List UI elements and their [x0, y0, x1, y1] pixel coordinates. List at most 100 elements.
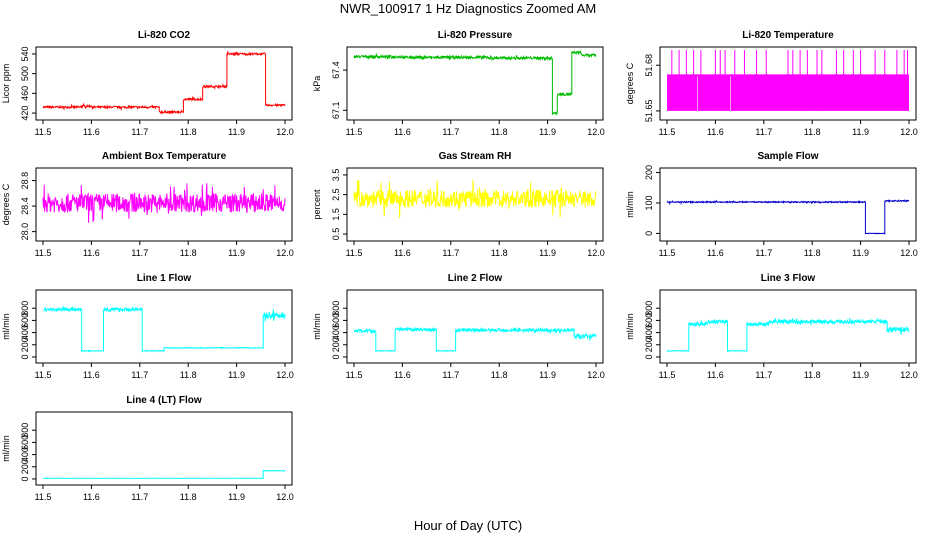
x-axis-label: Hour of Day (UTC) — [413, 518, 523, 533]
x-tick-label: 11.8 — [491, 370, 508, 380]
x-tick-label: 11.7 — [131, 492, 148, 502]
panel-title: Li-820 Temperature — [742, 30, 834, 41]
y-axis-label: degrees C — [625, 62, 635, 104]
x-tick-label: 11.5 — [346, 127, 363, 137]
x-tick-label: 11.7 — [131, 127, 148, 137]
panel-title: Line 4 (LT) Flow — [126, 395, 202, 406]
x-tick-label: 11.7 — [755, 127, 772, 137]
y-axis-label: ml/min — [625, 313, 635, 340]
panel-1: Li-820 CO2 Licor ppm 11.5 11.6 11.7 11.8 11.9 1… — [1, 30, 294, 137]
series-area — [353, 179, 597, 218]
x-tick-label: 11.6 — [707, 370, 724, 380]
x-tick-label: 12.0 — [276, 248, 294, 258]
x-tick-label: 11.9 — [539, 248, 556, 258]
plot-frame — [35, 167, 293, 242]
panel-title: Line 2 Flow — [448, 273, 503, 284]
x-tick-label: 12.0 — [900, 370, 918, 380]
y-tick-label: 800 — [20, 301, 30, 316]
plot-frame — [35, 289, 293, 364]
page-title: NWR_100917 1 Hz Diagnostics Zoomed AM — [339, 1, 597, 16]
y-tick-label: 51.65 — [644, 100, 654, 123]
series-area — [353, 49, 597, 116]
panel-4: Ambient Box Temperature degrees C 11.5 11.6… — [1, 151, 294, 258]
series-area — [43, 469, 286, 480]
panel-10: Line 4 (LT) Flow ml/min 11.5 11.6 11.7 11.8 11… — [1, 395, 294, 502]
panel-title: Line 3 Flow — [761, 273, 816, 284]
y-tick-label: 420 — [20, 106, 30, 121]
x-tick-label: 11.9 — [228, 248, 245, 258]
y-tick-label: 100 — [644, 195, 654, 210]
series-area — [353, 326, 597, 353]
y-tick-label: 400 — [644, 325, 654, 340]
panel-3: Li-820 Temperature degrees C 11.5 11.6 11.7 1… — [625, 30, 918, 137]
panel-title: Line 1 Flow — [137, 273, 192, 284]
x-tick-label: 11.6 — [83, 370, 100, 380]
x-tick-label: 11.7 — [755, 370, 772, 380]
panel-9: Line 3 Flow ml/min 11.5 11.6 11.7 11.8 11.9 12.… — [625, 273, 918, 380]
panel-6: Sample Flow ml/min 11.5 11.6 11.7 11.8 11.9 12.… — [625, 151, 918, 258]
y-tick-label: 600 — [20, 313, 30, 328]
plot-frame — [346, 46, 604, 121]
x-tick-label: 12.0 — [587, 248, 605, 258]
y-tick-label: 500 — [20, 66, 30, 81]
series-line — [353, 326, 597, 353]
y-tick-label: 400 — [20, 447, 30, 462]
x-tick-label: 11.6 — [83, 492, 100, 502]
x-tick-label: 12.0 — [587, 127, 605, 137]
x-tick-label: 12.0 — [900, 127, 918, 137]
plot-frame — [659, 289, 917, 364]
y-tick-label: 28.0 — [20, 223, 30, 241]
y-tick-label: 0 — [644, 354, 654, 359]
series-line — [666, 198, 910, 235]
x-tick-label: 11.5 — [35, 127, 52, 137]
y-tick-label: 200 — [20, 337, 30, 352]
y-tick-label: 3.5 — [331, 169, 341, 182]
y-tick-label: 67.1 — [331, 102, 341, 120]
y-axis-label: ml/min — [625, 191, 635, 218]
y-tick-label: 0 — [331, 354, 341, 359]
series-area — [666, 317, 910, 353]
panel-title: Sample Flow — [757, 151, 818, 162]
y-tick-label: 51.68 — [644, 54, 654, 77]
x-tick-label: 12.0 — [276, 127, 294, 137]
x-tick-label: 11.7 — [131, 370, 148, 380]
y-tick-label: 800 — [20, 423, 30, 438]
y-tick-label: 200 — [644, 165, 654, 180]
y-tick-label: 800 — [331, 301, 341, 316]
y-axis-label: ml/min — [1, 313, 11, 340]
y-tick-label: 0 — [644, 231, 654, 236]
x-tick-label: 11.5 — [659, 370, 676, 380]
x-tick-label: 11.6 — [394, 127, 411, 137]
y-axis-label: percent — [312, 189, 322, 220]
y-tick-label: 200 — [20, 459, 30, 474]
series-area — [42, 50, 286, 115]
y-tick-label: 540 — [20, 46, 30, 61]
x-tick-label: 11.9 — [228, 370, 245, 380]
x-tick-label: 11.6 — [394, 370, 411, 380]
panel-title: Li-820 Pressure — [438, 30, 513, 41]
x-tick-label: 11.5 — [35, 248, 52, 258]
x-tick-label: 11.5 — [35, 492, 52, 502]
x-tick-label: 11.9 — [228, 127, 245, 137]
y-tick-label: 28.8 — [20, 172, 30, 190]
panel-title: Ambient Box Temperature — [102, 151, 227, 162]
x-tick-label: 11.5 — [659, 127, 676, 137]
x-tick-label: 11.6 — [707, 248, 724, 258]
x-tick-label: 11.5 — [35, 370, 52, 380]
panel-7: Line 1 Flow ml/min 11.5 11.6 11.7 11.8 11.9 12.… — [1, 273, 294, 380]
x-tick-label: 11.5 — [346, 248, 363, 258]
series-area — [42, 306, 286, 353]
x-tick-label: 11.9 — [852, 370, 869, 380]
x-tick-label: 11.6 — [83, 248, 100, 258]
x-tick-label: 11.7 — [442, 248, 459, 258]
x-tick-label: 11.8 — [180, 127, 197, 137]
y-tick-label: 600 — [20, 435, 30, 450]
y-tick-label: 1.5 — [331, 208, 341, 221]
plot-frame — [35, 411, 293, 486]
y-axis-label: degrees C — [1, 183, 11, 225]
x-tick-label: 11.5 — [346, 370, 363, 380]
x-tick-label: 11.6 — [83, 127, 100, 137]
x-tick-label: 11.8 — [180, 492, 197, 502]
y-tick-label: 0 — [20, 476, 30, 481]
